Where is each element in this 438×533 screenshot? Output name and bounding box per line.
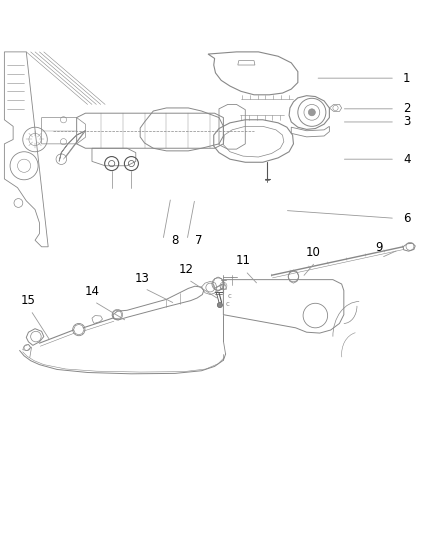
Text: 10: 10 (306, 246, 321, 259)
Text: 8: 8 (171, 233, 178, 247)
Text: 1: 1 (403, 71, 410, 85)
Text: 14: 14 (85, 285, 99, 298)
Text: 7: 7 (195, 233, 202, 247)
Text: c: c (226, 301, 230, 306)
Text: 6: 6 (403, 212, 410, 225)
Circle shape (308, 109, 315, 116)
Text: 11: 11 (236, 254, 251, 268)
Text: 3: 3 (403, 116, 410, 128)
Text: 13: 13 (135, 272, 150, 285)
Text: c: c (227, 293, 231, 299)
Text: 4: 4 (403, 152, 410, 166)
Text: 2: 2 (403, 102, 410, 115)
Text: 12: 12 (179, 263, 194, 276)
Text: 15: 15 (21, 294, 36, 307)
Text: 9: 9 (375, 241, 383, 254)
Circle shape (217, 302, 223, 308)
